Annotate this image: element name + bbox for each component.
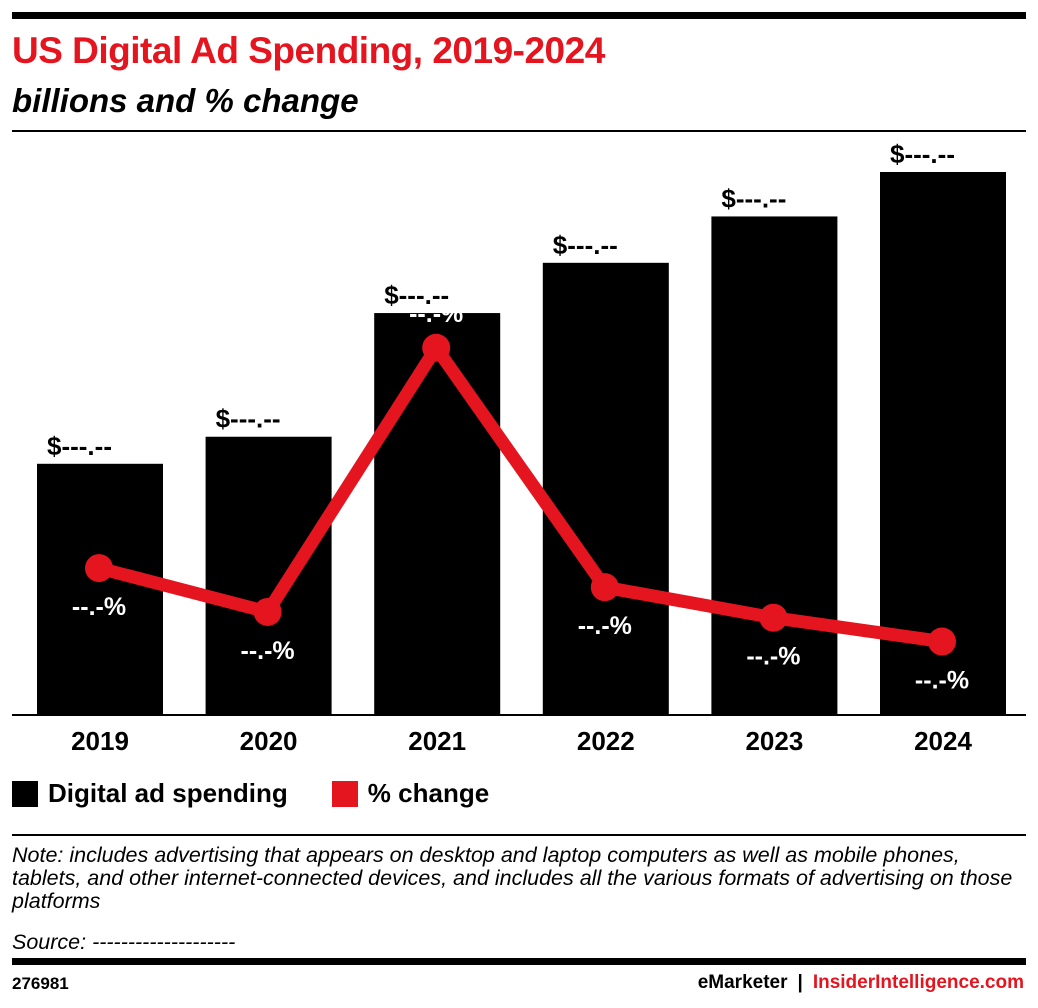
change-point-2022	[590, 573, 619, 602]
bar-2022	[542, 262, 669, 715]
change-label-2020: --.-%	[241, 637, 295, 665]
change-point-2023	[759, 603, 788, 632]
change-label-2024: --.-%	[915, 667, 969, 695]
x-tick-2022: 2022	[577, 726, 635, 756]
x-tick-2021: 2021	[408, 726, 466, 756]
legend: Digital ad spending % change	[12, 778, 533, 809]
chart-note: Note: includes advertising that appears …	[12, 843, 1013, 913]
x-tick-2019: 2019	[71, 726, 129, 756]
x-tick-2023: 2023	[745, 726, 803, 756]
brand-separator: |	[797, 972, 803, 993]
bar-label-2024: $---.--	[890, 139, 955, 169]
bars-layer	[37, 172, 1006, 716]
change-label-2023: --.-%	[746, 643, 800, 671]
change-label-2021: --.-%	[409, 300, 463, 328]
footer-rule	[12, 834, 1026, 836]
header-rule	[12, 130, 1026, 132]
change-label-2022: --.-%	[578, 612, 632, 640]
labels-layer: $---.-- 2019 $---.-- 2020 $---.-- 2021 $---.--…	[47, 139, 972, 756]
change-point-2020	[253, 597, 282, 626]
bar-label-2022: $---.--	[553, 230, 618, 260]
bar-2021	[374, 313, 501, 715]
brand-emarketer: eMarketer	[697, 972, 788, 993]
bar-label-2021: $---.--	[384, 280, 449, 310]
legend-label-spending: Digital ad spending	[48, 778, 288, 808]
legend-item-change: % change	[331, 778, 490, 809]
bar-2024	[880, 172, 1006, 715]
bar-2020	[205, 436, 332, 715]
bottom-rule	[12, 958, 1026, 965]
change-point-2024	[928, 627, 956, 656]
x-tick-2024: 2024	[914, 726, 972, 756]
bar-label-2020: $---.--	[216, 404, 281, 434]
legend-item-spending: Digital ad spending	[12, 778, 288, 809]
bar-label-2019: $---.--	[47, 431, 112, 461]
x-tick-2020: 2020	[240, 726, 298, 756]
brand-insider-intelligence: InsiderIntelligence.com	[812, 972, 1024, 993]
brand: eMarketer | InsiderIntelligence.com	[698, 972, 1024, 994]
line-layer	[85, 333, 956, 656]
bar-2019	[37, 463, 163, 715]
top-rule	[12, 12, 1026, 19]
legend-swatch-spending	[12, 780, 38, 807]
chart-title: US Digital Ad Spending, 2019-2024	[12, 30, 605, 71]
change-point-2019	[85, 554, 113, 583]
bar-2023	[711, 216, 838, 716]
change-line	[97, 341, 943, 648]
legend-label-change: % change	[367, 778, 490, 808]
change-point-2021	[422, 333, 451, 362]
chart-source: Source: --------------------	[12, 930, 236, 954]
bar-label-2023: $---.--	[721, 183, 786, 213]
chart-subtitle: billions and % change	[12, 82, 359, 119]
legend-swatch-change	[331, 780, 358, 807]
chart: $---.-- 2019 $---.-- 2020 $---.-- 2021 $---.--…	[12, 139, 1026, 756]
chart-id: 276981	[12, 974, 69, 993]
change-label-2019: --.-%	[72, 593, 126, 621]
